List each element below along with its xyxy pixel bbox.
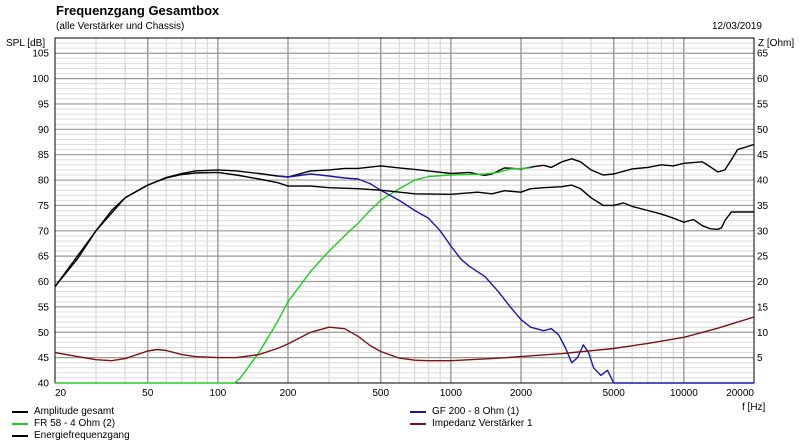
y-tick-label-left: 75: [38, 201, 50, 212]
x-tick-label: 2000: [510, 388, 533, 399]
y-tick-label-left: 85: [38, 150, 50, 161]
y-tick-label-left: 60: [38, 277, 50, 288]
y-tick-label-right: 65: [757, 49, 769, 60]
y-tick-label-right: 10: [757, 328, 769, 339]
x-tick-label: 20: [55, 388, 67, 399]
series-line-4: [54, 171, 754, 288]
y-tick-label-right: 15: [757, 302, 769, 313]
legend-label: FR 58 - 4 Ohm (2): [34, 418, 116, 429]
y-tick-label-left: 80: [38, 176, 50, 187]
plot-frame: [54, 37, 755, 384]
y-tick-label-right: 50: [757, 125, 769, 136]
legend-swatch: [12, 422, 28, 425]
x-tick-label: 1000: [440, 388, 463, 399]
y-tick-label-left: 55: [38, 302, 50, 313]
legend-item-gf200: GF 200 - 8 Ohm (1): [410, 406, 519, 417]
y-tick-label-left: 40: [38, 379, 50, 390]
x-axis-label: f [Hz]: [742, 402, 766, 413]
series-layer: [54, 143, 755, 384]
x-tick-label: 20000: [726, 388, 754, 399]
y-tick-label-right: 40: [757, 176, 769, 187]
series-line-1: [55, 167, 531, 384]
x-ticks: 20 50 100 200 500 1000 2000 5000 10000 20000: [55, 388, 754, 399]
y-tick-label-left: 95: [38, 99, 50, 110]
legend-item-impedance: Impedanz Verstärker 1: [410, 418, 533, 429]
y-tick-label-right: 30: [757, 226, 769, 237]
y-tick-label-right: 60: [757, 74, 769, 85]
y-tick-label-right: 35: [757, 201, 769, 212]
grid-minor: [55, 38, 754, 383]
x-tick-label: 100: [210, 388, 227, 399]
x-tick-label: 500: [372, 388, 389, 399]
legend-item-fr58: FR 58 - 4 Ohm (2): [12, 418, 115, 429]
grid-major: [55, 38, 754, 383]
y-tick-label-right: 55: [757, 99, 769, 110]
y-tick-label-right: 20: [757, 277, 769, 288]
legend-label: Impedanz Verstärker 1: [432, 418, 533, 429]
y-tick-label-left: 45: [38, 353, 50, 364]
y-tick-label-left: 105: [32, 49, 49, 60]
y-axis-label-right: Z [Ohm]: [758, 38, 795, 49]
series-line-3: [54, 316, 755, 362]
legend-swatch: [410, 422, 426, 425]
y-tick-label-left: 100: [32, 74, 49, 85]
y-ticks-left: 40 45 50 55 60 65 70 75 80 85 90 95 100 105: [32, 49, 49, 390]
series-line-0: [54, 143, 755, 288]
legend-label: Energiefrequenzgang: [34, 430, 130, 441]
legend-swatch: [410, 410, 426, 413]
x-tick-label: 10000: [670, 388, 698, 399]
y-tick-label-left: 90: [38, 125, 50, 136]
chart-subtitle: (alle Verstärker und Chassis): [56, 21, 185, 32]
y-tick-label-right: 5: [757, 353, 763, 364]
legend-swatch: [12, 410, 28, 413]
y-tick-label-left: 50: [38, 328, 50, 339]
x-tick-label: 5000: [603, 388, 626, 399]
legend-swatch: [12, 434, 28, 437]
chart-date: 12/03/2019: [711, 21, 762, 32]
chart-title: Frequenzgang Gesamtbox: [56, 3, 220, 18]
x-tick-label: 50: [142, 388, 154, 399]
y-tick-label-right: 25: [757, 252, 769, 263]
y-tick-label-left: 70: [38, 226, 50, 237]
legend-item-energy: Energiefrequenzgang: [12, 430, 130, 441]
series-line-2: [277, 173, 754, 384]
y-axis-label-left: SPL [dB]: [6, 38, 46, 49]
legend-label: Amplitude gesamt: [34, 406, 115, 417]
y-ticks-right: 5 10 15 20 25 30 35 40 45 50 55 60 65: [757, 49, 769, 364]
y-tick-label-left: 65: [38, 252, 50, 263]
legend-item-amplitude: Amplitude gesamt: [12, 406, 114, 417]
y-tick-label-right: 45: [757, 150, 769, 161]
legend-label: GF 200 - 8 Ohm (1): [432, 406, 520, 417]
x-tick-label: 200: [280, 388, 297, 399]
